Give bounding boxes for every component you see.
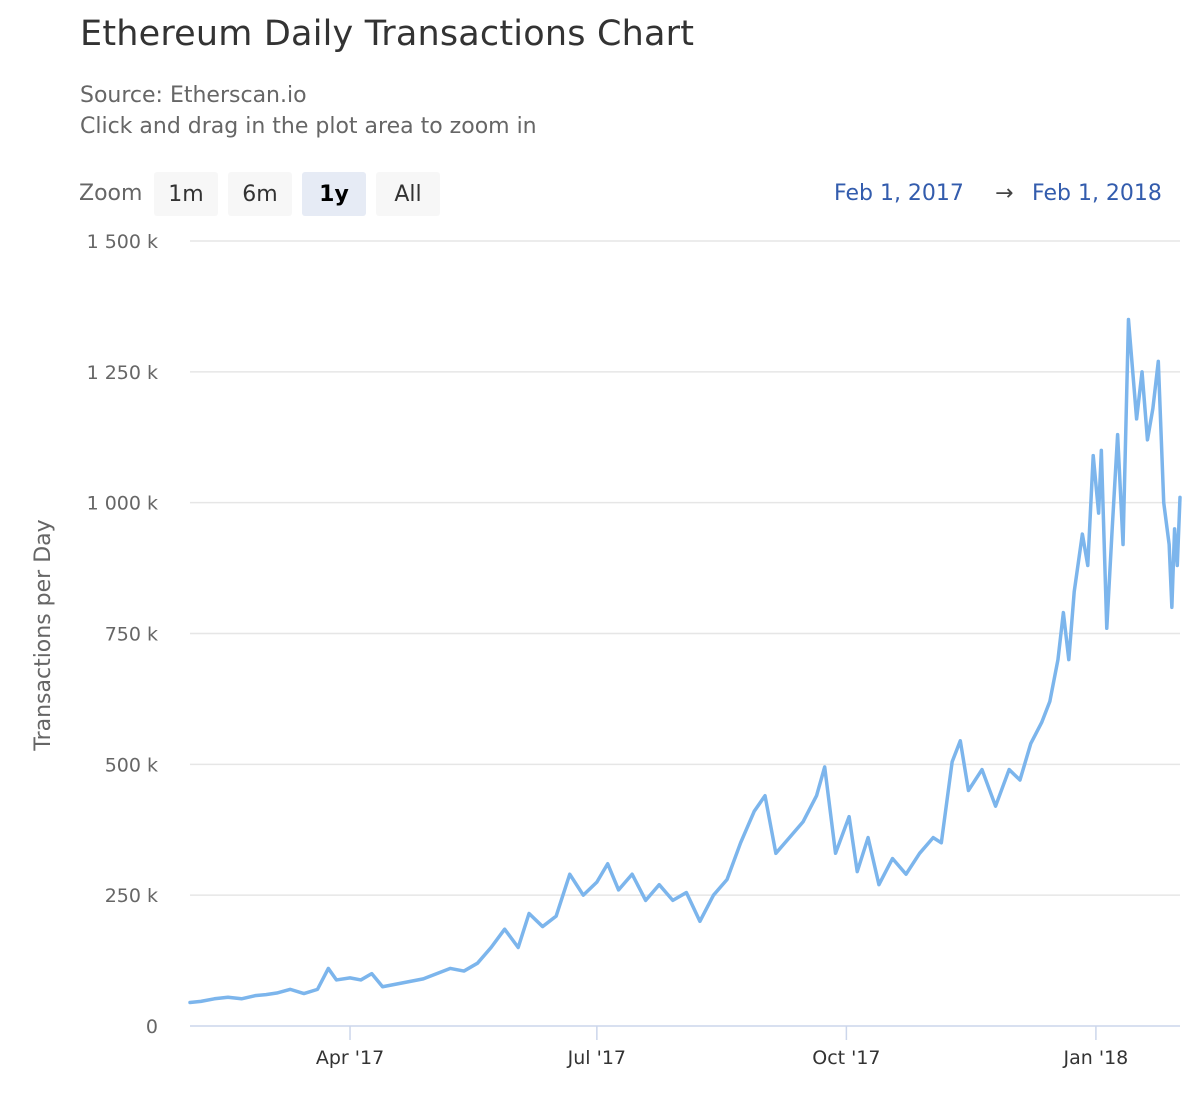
y-tick-label: 1 000 k <box>87 493 158 515</box>
x-tick-label: Oct '17 <box>812 1047 880 1069</box>
chart-subtitle-hint: Click and drag in the plot area to zoom … <box>80 114 537 139</box>
chart-title: Ethereum Daily Transactions Chart <box>80 14 695 54</box>
y-tick-label: 250 k <box>105 885 158 907</box>
chart-subtitle-source: Source: Etherscan.io <box>80 83 307 108</box>
series-line[interactable] <box>188 317 1182 1005</box>
y-tick-label: 0 <box>146 1016 158 1038</box>
x-tick-label: Jan '18 <box>1063 1047 1129 1069</box>
zoom-all-button[interactable]: All <box>376 172 440 216</box>
y-tick-label: 1 500 k <box>87 231 158 253</box>
zoom-1m-button[interactable]: 1m <box>154 172 218 216</box>
y-tick-label: 500 k <box>105 754 158 776</box>
y-tick-label: 1 250 k <box>87 362 158 384</box>
range-arrow-icon: → <box>995 181 1014 206</box>
range-from-date[interactable]: Feb 1, 2017 <box>834 181 964 206</box>
zoom-6m-button[interactable]: 6m <box>228 172 292 216</box>
x-tick-label: Jul '17 <box>567 1047 626 1069</box>
zoom-1y-button[interactable]: 1y <box>302 172 366 216</box>
y-tick-label: 750 k <box>105 624 158 646</box>
range-to-date[interactable]: Feb 1, 2018 <box>1032 181 1162 206</box>
x-tick-label: Apr '17 <box>316 1047 384 1069</box>
zoom-label: Zoom <box>79 181 143 206</box>
y-axis-title: Transactions per Day <box>31 519 56 751</box>
